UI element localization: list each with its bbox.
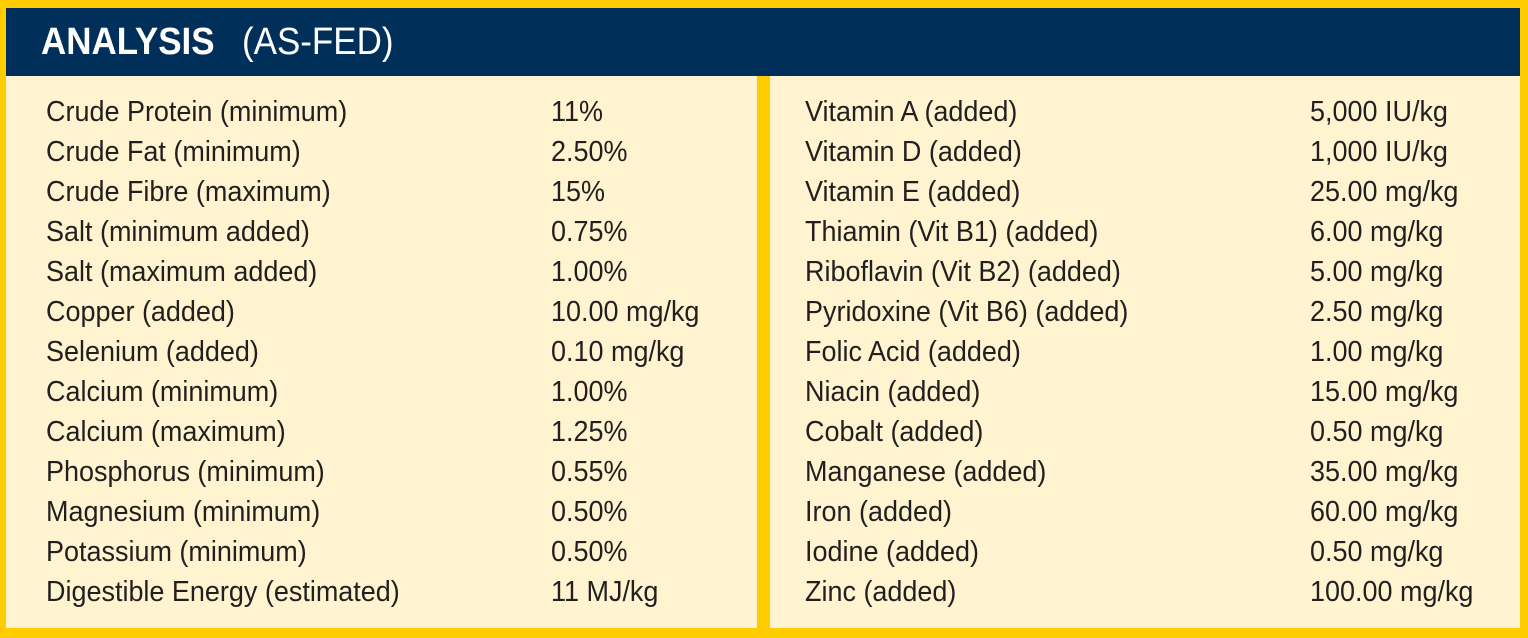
- nutrient-value: 5,000 IU/kg: [1310, 96, 1448, 128]
- nutrient-label: Salt (maximum added): [46, 256, 318, 288]
- right-table-row: Folic Acid (added) 1.00 mg/kg: [770, 332, 1520, 372]
- nutrient-label: Pyridoxine (Vit B6) (added): [805, 296, 1129, 328]
- nutrient-value: 1.00%: [551, 376, 628, 408]
- nutrient-value: 100.00 mg/kg: [1310, 576, 1474, 608]
- header-title-group: ANALYSIS (AS-FED): [41, 21, 406, 64]
- nutrient-value: 11 MJ/kg: [551, 576, 659, 608]
- left-table-row: Selenium (added) 0.10 mg/kg: [6, 332, 757, 372]
- header-title-rest: (AS-FED): [241, 20, 394, 63]
- nutrient-label: Zinc (added): [805, 576, 957, 608]
- nutrient-value: 1.25%: [551, 416, 628, 448]
- right-table-row: Vitamin E (added) 25.00 mg/kg: [770, 172, 1520, 212]
- nutrient-label: Vitamin E (added): [805, 176, 1021, 208]
- nutrient-value: 10.00 mg/kg: [551, 296, 700, 328]
- left-table-row: Crude Fat (minimum) 2.50%: [6, 132, 757, 172]
- nutrient-value: 0.75%: [551, 216, 628, 248]
- nutrient-value: 0.55%: [551, 456, 628, 488]
- right-table-row: Iron (added) 60.00 mg/kg: [770, 492, 1520, 532]
- left-table-row: Digestible Energy (estimated) 11 MJ/kg: [6, 572, 757, 612]
- left-table-row: Crude Protein (minimum) 11%: [6, 92, 757, 132]
- nutrient-label: Niacin (added): [805, 376, 981, 408]
- nutrient-value: 5.00 mg/kg: [1310, 256, 1444, 288]
- nutrient-label: Digestible Energy (estimated): [46, 576, 400, 608]
- nutrient-label: Crude Protein (minimum): [46, 96, 348, 128]
- right-table-row: Manganese (added) 35.00 mg/kg: [770, 452, 1520, 492]
- nutrient-value: 15.00 mg/kg: [1310, 376, 1459, 408]
- nutrient-label: Iodine (added): [805, 536, 979, 568]
- analysis-header: ANALYSIS (AS-FED): [6, 8, 1520, 76]
- nutrient-label: Vitamin A (added): [805, 96, 1018, 128]
- left-table-row: Salt (maximum added) 1.00%: [6, 252, 757, 292]
- right-table-row: Thiamin (Vit B1) (added) 6.00 mg/kg: [770, 212, 1520, 252]
- nutrient-value: 0.50%: [551, 496, 628, 528]
- nutrient-label: Iron (added): [805, 496, 952, 528]
- nutrient-value: 25.00 mg/kg: [1310, 176, 1459, 208]
- nutrient-value: 1,000 IU/kg: [1310, 136, 1448, 168]
- left-table-row: Phosphorus (minimum) 0.55%: [6, 452, 757, 492]
- nutrient-value: 2.50%: [551, 136, 628, 168]
- nutrient-label: Calcium (maximum): [46, 416, 286, 448]
- header-title-bold: ANALYSIS: [41, 20, 215, 63]
- left-table-row: Potassium (minimum) 0.50%: [6, 532, 757, 572]
- right-table-row: Vitamin D (added) 1,000 IU/kg: [770, 132, 1520, 172]
- right-table-row: Zinc (added) 100.00 mg/kg: [770, 572, 1520, 612]
- right-analysis-table: Vitamin A (added) 5,000 IU/kg Vitamin D (a…: [770, 76, 1520, 628]
- nutrient-value: 1.00%: [551, 256, 628, 288]
- nutrient-value: 0.50 mg/kg: [1310, 536, 1444, 568]
- nutrient-label: Vitamin D (added): [805, 136, 1022, 168]
- nutrient-label: Thiamin (Vit B1) (added): [805, 216, 1099, 248]
- nutrient-label: Calcium (minimum): [46, 376, 279, 408]
- left-analysis-table: Crude Protein (minimum) 11% Crude Fat (min…: [6, 76, 757, 628]
- left-table-row: Crude Fibre (maximum) 15%: [6, 172, 757, 212]
- right-table-row: Pyridoxine (Vit B6) (added) 2.50 mg/kg: [770, 292, 1520, 332]
- nutrient-value: 60.00 mg/kg: [1310, 496, 1459, 528]
- nutrient-value: 0.10 mg/kg: [551, 336, 685, 368]
- nutrient-value: 0.50%: [551, 536, 628, 568]
- left-table-row: Salt (minimum added) 0.75%: [6, 212, 757, 252]
- right-table-row: Vitamin A (added) 5,000 IU/kg: [770, 92, 1520, 132]
- nutrient-label: Phosphorus (minimum): [46, 456, 325, 488]
- nutrient-value: 0.50 mg/kg: [1310, 416, 1444, 448]
- nutrient-label: Riboflavin (Vit B2) (added): [805, 256, 1121, 288]
- nutrient-label: Potassium (minimum): [46, 536, 307, 568]
- nutrient-value: 1.00 mg/kg: [1310, 336, 1444, 368]
- right-table-row: Cobalt (added) 0.50 mg/kg: [770, 412, 1520, 452]
- nutrient-label: Crude Fibre (maximum): [46, 176, 331, 208]
- nutrient-label: Selenium (added): [46, 336, 259, 368]
- nutrient-value: 6.00 mg/kg: [1310, 216, 1444, 248]
- right-table-row: Iodine (added) 0.50 mg/kg: [770, 532, 1520, 572]
- nutrient-label: Copper (added): [46, 296, 235, 328]
- nutrient-label: Crude Fat (minimum): [46, 136, 301, 168]
- left-table-row: Calcium (minimum) 1.00%: [6, 372, 757, 412]
- nutrient-label: Folic Acid (added): [805, 336, 1021, 368]
- right-table-row: Riboflavin (Vit B2) (added) 5.00 mg/kg: [770, 252, 1520, 292]
- nutrient-value: 15%: [551, 176, 605, 208]
- left-table-row: Magnesium (minimum) 0.50%: [6, 492, 757, 532]
- nutrient-value: 11%: [551, 96, 603, 128]
- nutrient-label: Salt (minimum added): [46, 216, 310, 248]
- right-table-row: Niacin (added) 15.00 mg/kg: [770, 372, 1520, 412]
- left-table-row: Calcium (maximum) 1.25%: [6, 412, 757, 452]
- nutrient-label: Manganese (added): [805, 456, 1047, 488]
- nutrient-value: 2.50 mg/kg: [1310, 296, 1444, 328]
- left-table-row: Copper (added) 10.00 mg/kg: [6, 292, 757, 332]
- nutrient-label: Cobalt (added): [805, 416, 984, 448]
- nutrient-label: Magnesium (minimum): [46, 496, 321, 528]
- nutrient-value: 35.00 mg/kg: [1310, 456, 1459, 488]
